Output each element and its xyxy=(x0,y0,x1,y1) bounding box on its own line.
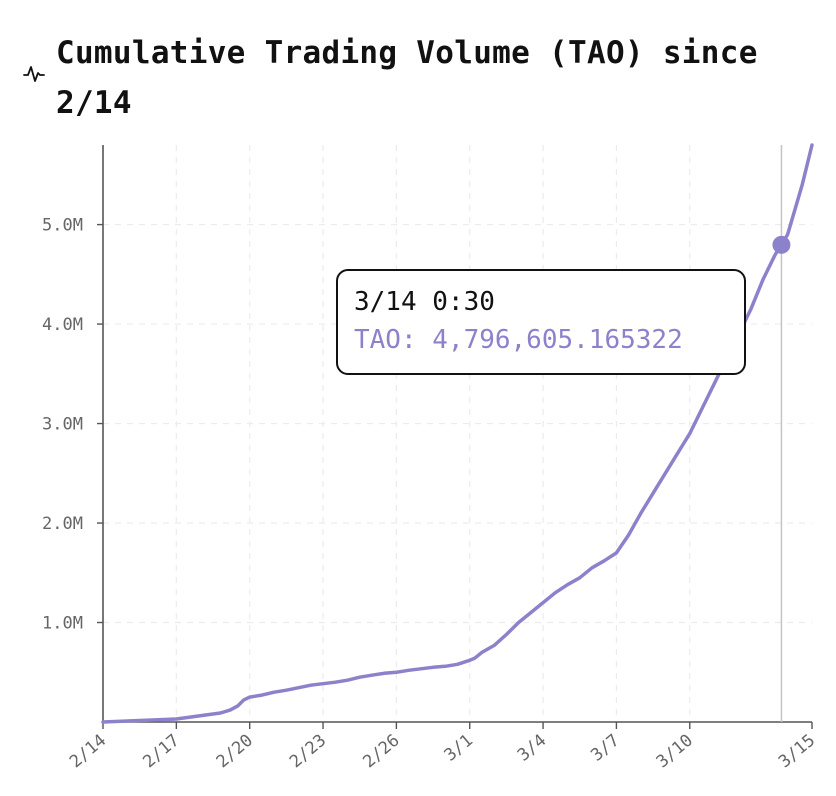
y-tick-label-4: 5.0M xyxy=(42,216,83,236)
x-tick-label-2: 2/20 xyxy=(213,731,257,773)
x-tick-label-3: 2/23 xyxy=(286,731,330,773)
x-tick-label-9: 3/15 xyxy=(775,731,819,773)
x-tick-label-5: 3/1 xyxy=(441,731,477,766)
series-line xyxy=(101,143,814,724)
y-tick-label-1: 2.0M xyxy=(42,514,83,534)
tooltip-date: 3/14 0:30 xyxy=(354,287,495,317)
x-tick-label-7: 3/7 xyxy=(587,731,623,766)
y-tick-label-3: 4.0M xyxy=(42,315,83,335)
x-tick-label-1: 2/17 xyxy=(139,731,183,773)
y-tick-label-0: 1.0M xyxy=(42,614,83,634)
y-tick-label-2: 3.0M xyxy=(42,415,83,435)
x-tick-label-8: 3/10 xyxy=(653,731,697,773)
x-tick-label-6: 3/4 xyxy=(514,731,550,766)
chart-title: Cumulative Trading Volume (TAO) since 2/… xyxy=(56,35,758,121)
x-tick-label-0: 2/14 xyxy=(66,731,110,773)
chart-header: Cumulative Trading Volume (TAO) since 2/… xyxy=(22,28,776,128)
chart-tooltip: 3/14 0:30 TAO: 4,796,605.165322 xyxy=(336,269,746,375)
highlight-point xyxy=(772,235,791,254)
tooltip-value: TAO: 4,796,605.165322 xyxy=(354,325,683,355)
activity-pulse-icon xyxy=(23,66,45,82)
x-tick-label-4: 2/26 xyxy=(359,731,403,773)
